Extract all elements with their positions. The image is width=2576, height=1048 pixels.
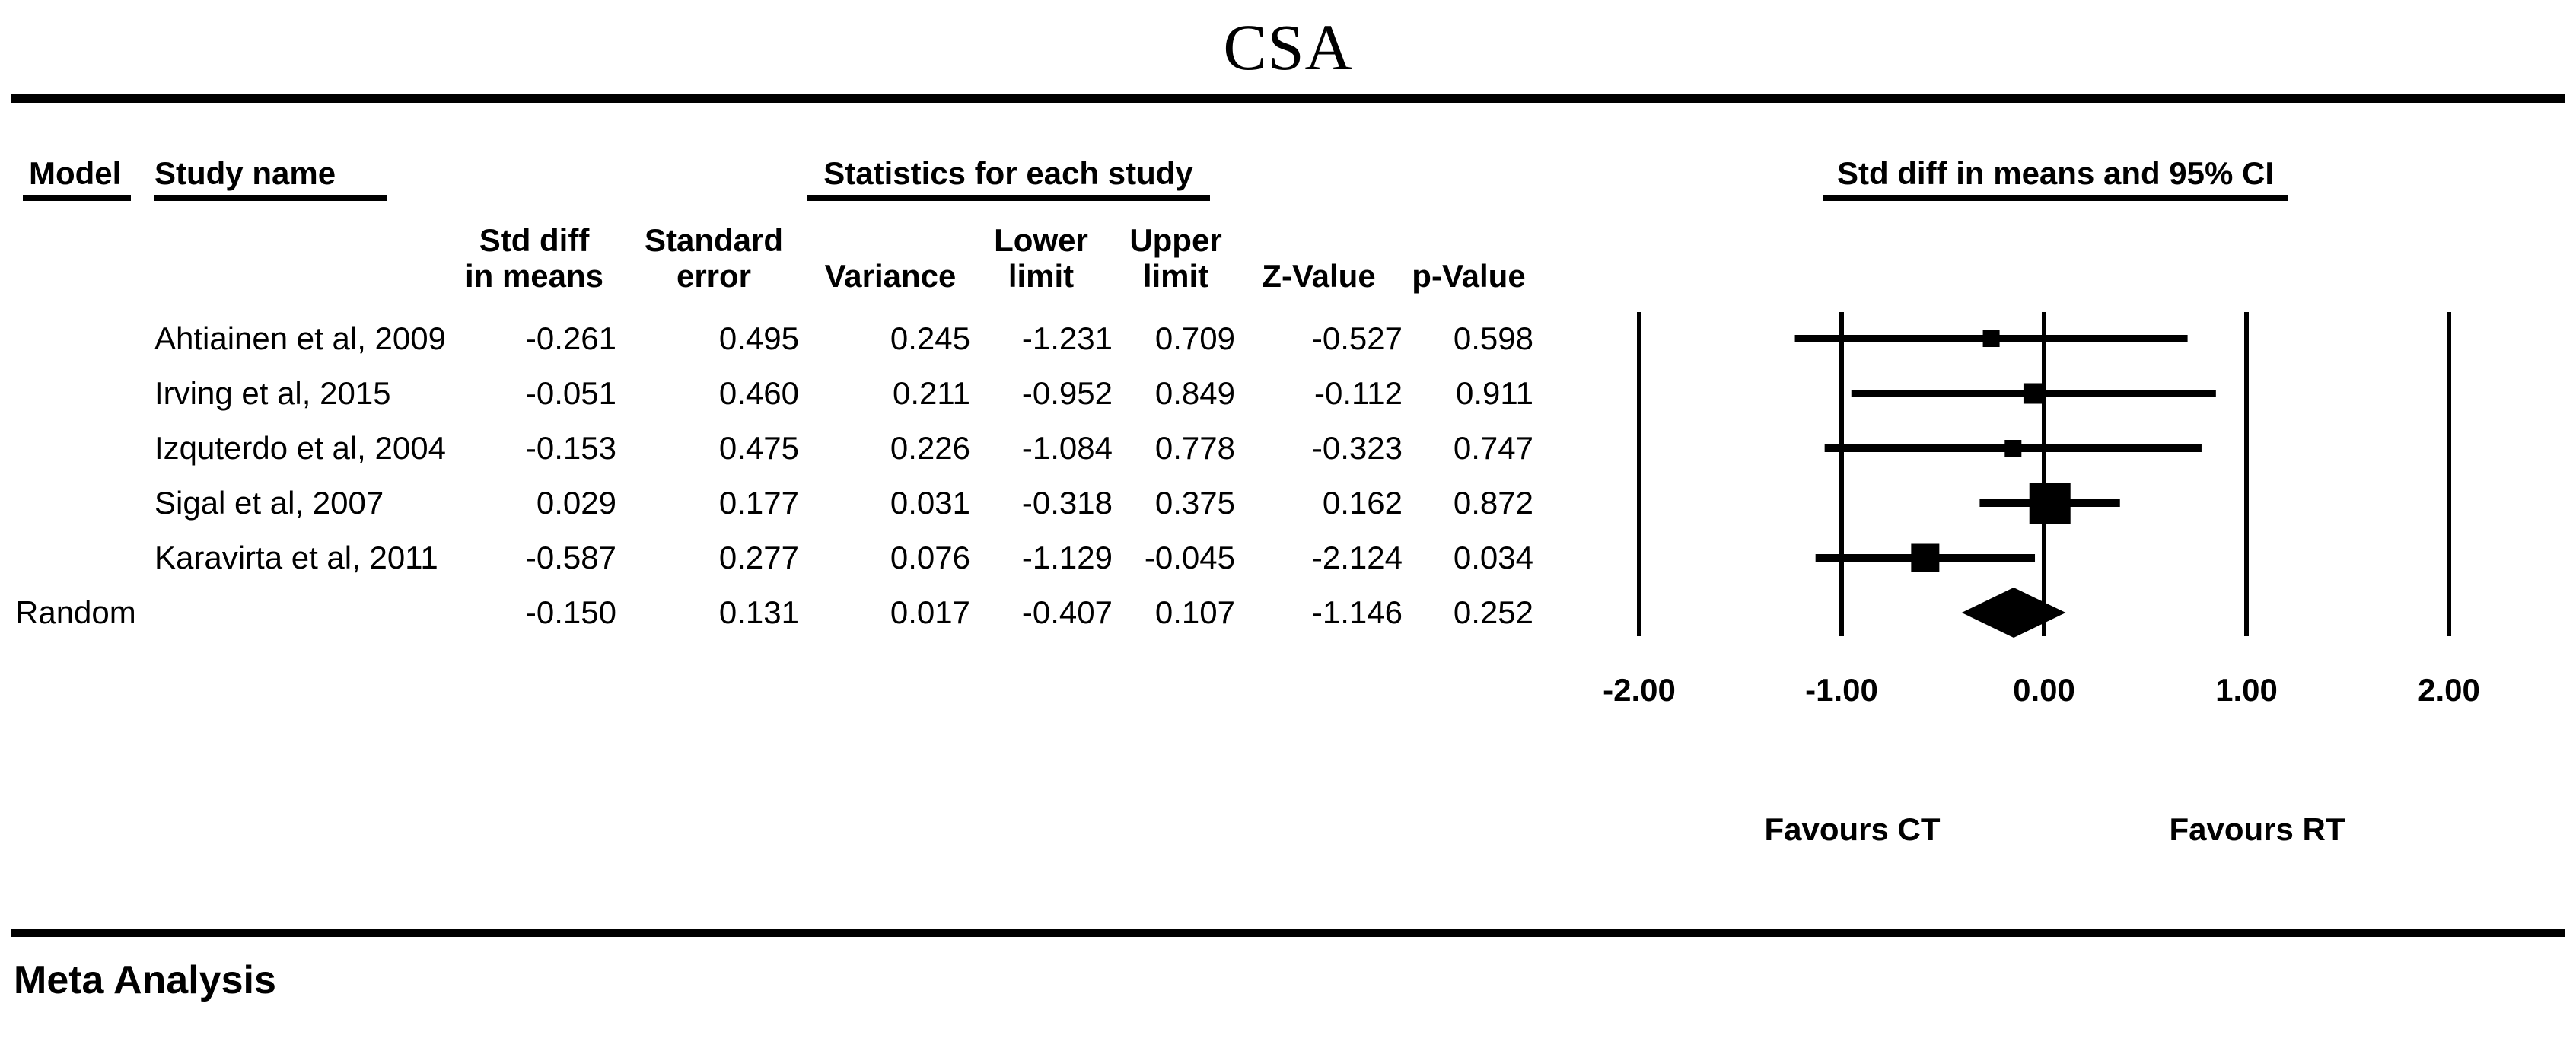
- figure-title: CSA: [1223, 11, 1353, 84]
- value-cell: 0.131: [718, 594, 799, 630]
- value-cell: 0.162: [1322, 485, 1403, 521]
- value-cell: -0.150: [525, 594, 616, 630]
- header-study-name: Study name: [154, 155, 336, 191]
- value-cell: -0.261: [525, 320, 616, 356]
- value-cell: -0.045: [1144, 540, 1235, 575]
- figure-footer: Meta Analysis: [14, 958, 276, 1002]
- study-name-cell: Irving et al, 2015: [154, 375, 391, 411]
- favours-left-label: Favours CT: [1764, 811, 1940, 847]
- subheader-line2: Variance: [824, 258, 957, 294]
- column-subheader: Lower limit: [912, 222, 1170, 294]
- value-cell: 0.245: [890, 320, 970, 356]
- value-cell: 0.017: [890, 594, 970, 630]
- value-cell: 0.226: [890, 430, 970, 466]
- header-statistics-group: Statistics for each study: [823, 155, 1193, 191]
- effect-square: [1982, 330, 2000, 347]
- value-cell: 0.598: [1453, 320, 1533, 356]
- value-cell: -2.124: [1311, 540, 1403, 575]
- axis-tick-label: -1.00: [1805, 672, 1878, 708]
- subheader-line2: in means: [464, 258, 604, 294]
- value-cell: 0.709: [1154, 320, 1235, 356]
- axis-tick-label: 2.00: [2418, 672, 2480, 708]
- value-cell: -1.231: [1021, 320, 1113, 356]
- value-cell: 0.872: [1453, 485, 1533, 521]
- summary-diamond: [1961, 588, 2066, 638]
- value-cell: -1.146: [1311, 594, 1403, 630]
- value-cell: 0.034: [1453, 540, 1533, 575]
- column-subheader: Standard error: [584, 222, 843, 294]
- axis-tick-label: 1.00: [2215, 672, 2278, 708]
- header-plot-group: Std diff in means and 95% CI: [1836, 155, 2275, 191]
- value-cell: 0.911: [1456, 375, 1533, 411]
- effect-square: [2023, 383, 2044, 404]
- value-cell: 0.460: [718, 375, 799, 411]
- header-plot-underline: [1823, 195, 2288, 201]
- value-cell: 0.107: [1154, 594, 1235, 630]
- study-name-cell: Karavirta et al, 2011: [154, 540, 438, 575]
- study-name-cell: Izquterdo et al, 2004: [154, 430, 446, 466]
- value-cell: 0.177: [718, 485, 799, 521]
- subheader-line2: limit: [1008, 258, 1075, 294]
- value-cell: -0.407: [1021, 594, 1113, 630]
- column-subheader: Z-Value: [1189, 258, 1448, 294]
- value-cell: 0.747: [1453, 430, 1533, 466]
- column-subheader: Std diff in means: [405, 222, 664, 294]
- favours-right-label: Favours RT: [2169, 811, 2345, 847]
- header-statistics-underline: [807, 195, 1210, 201]
- effect-square: [1911, 543, 1940, 572]
- top-rule: [11, 94, 2565, 103]
- header-study-name-underline: [154, 195, 387, 201]
- subheader-line1: Lower: [994, 222, 1088, 258]
- subheader-line2: p-Value: [1412, 258, 1526, 294]
- subheader-line2: error: [676, 258, 752, 294]
- column-subheader: Upper limit: [1046, 222, 1305, 294]
- subheader-line1: Standard: [644, 222, 784, 258]
- value-cell: 0.475: [718, 430, 799, 466]
- study-name-cell: Ahtiainen et al, 2009: [154, 320, 446, 356]
- bottom-rule: [11, 929, 2565, 937]
- subheader-line2: limit: [1142, 258, 1209, 294]
- effect-square: [2004, 440, 2022, 457]
- value-cell: -0.153: [525, 430, 616, 466]
- subheader-line1: Upper: [1129, 222, 1222, 258]
- column-subheader: p-Value: [1339, 258, 1598, 294]
- value-cell: -1.084: [1021, 430, 1113, 466]
- header-model-underline: [23, 195, 131, 201]
- value-cell: 0.277: [718, 540, 799, 575]
- value-cell: 0.031: [890, 485, 970, 521]
- value-cell: 0.211: [893, 375, 970, 411]
- value-cell: 0.495: [718, 320, 799, 356]
- value-cell: -0.527: [1311, 320, 1403, 356]
- value-cell: -0.051: [525, 375, 616, 411]
- value-cell: 0.252: [1453, 594, 1533, 630]
- study-name-cell: Sigal et al, 2007: [154, 485, 384, 521]
- column-subheader: Variance: [761, 258, 1020, 294]
- value-cell: -0.318: [1021, 485, 1113, 521]
- value-cell: 0.778: [1154, 430, 1235, 466]
- value-cell: 0.029: [536, 485, 616, 521]
- value-cell: -0.587: [525, 540, 616, 575]
- axis-tick-label: -2.00: [1603, 672, 1676, 708]
- model-cell: Random: [15, 594, 136, 630]
- subheader-line1: Std diff: [479, 222, 590, 258]
- effect-square: [2029, 483, 2071, 524]
- value-cell: 0.076: [890, 540, 970, 575]
- value-cell: 0.375: [1154, 485, 1235, 521]
- value-cell: 0.849: [1154, 375, 1235, 411]
- value-cell: -0.112: [1314, 375, 1403, 411]
- value-cell: -1.129: [1021, 540, 1113, 575]
- value-cell: -0.323: [1311, 430, 1403, 466]
- value-cell: -0.952: [1021, 375, 1113, 411]
- axis-tick-label: 0.00: [2013, 672, 2075, 708]
- subheader-line2: Z-Value: [1262, 258, 1376, 294]
- header-model: Model: [29, 155, 122, 191]
